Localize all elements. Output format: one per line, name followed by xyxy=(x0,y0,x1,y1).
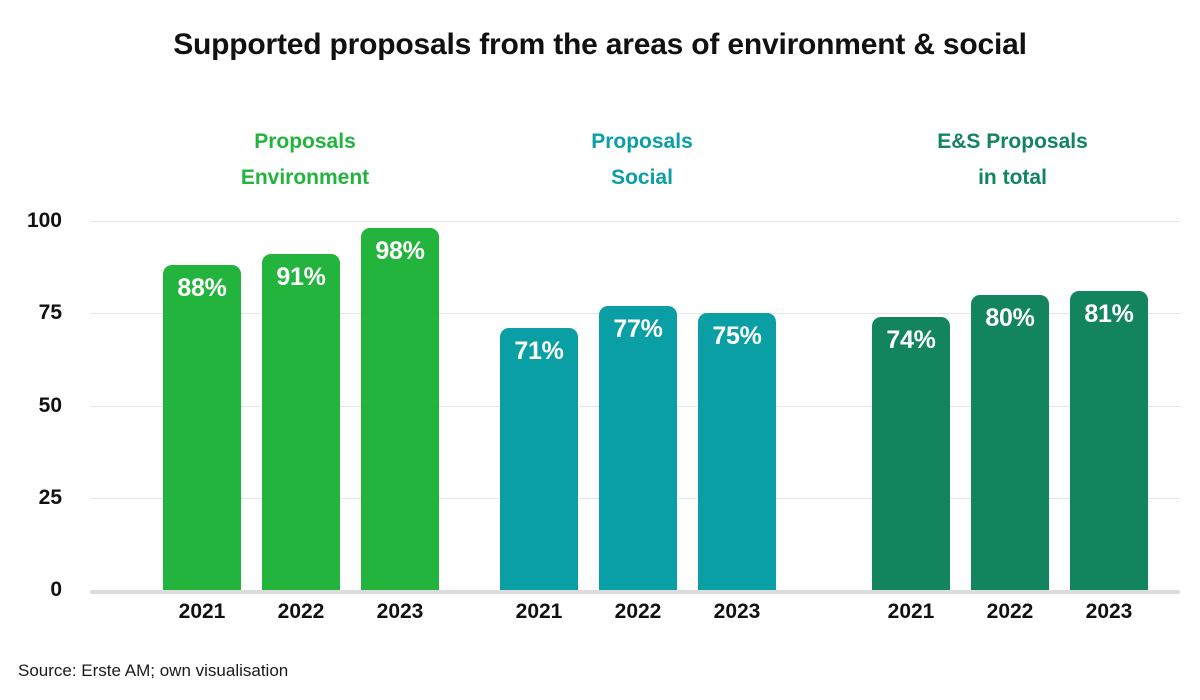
bar[interactable]: 77% xyxy=(599,305,677,590)
bar[interactable]: 81% xyxy=(1070,291,1148,590)
bar[interactable]: 88% xyxy=(163,265,241,590)
x-tick-label: 2021 xyxy=(887,600,935,623)
bar-value-label: 77% xyxy=(613,314,663,343)
group-header-environment: Proposals Environment xyxy=(240,130,370,190)
bar-value-label: 98% xyxy=(375,237,425,266)
bar[interactable]: 71% xyxy=(500,328,578,590)
x-tick-label: 2022 xyxy=(614,600,662,623)
source-note: Source: Erste AM; own visualisation xyxy=(18,661,289,680)
y-tick-label-50: 50 xyxy=(38,393,62,417)
group-header-social: Proposals Social xyxy=(591,130,693,190)
y-tick-label-100: 100 xyxy=(26,209,62,232)
bar-value-label: 91% xyxy=(276,263,326,292)
x-tick-label: 2021 xyxy=(178,600,226,623)
bar[interactable]: 75% xyxy=(698,313,776,590)
x-tick-label: 2023 xyxy=(376,600,424,623)
page-title: Supported proposals from the areas of en… xyxy=(173,28,1027,61)
bar[interactable]: 80% xyxy=(971,294,1049,590)
gridline-100 xyxy=(90,221,1180,222)
bar[interactable]: 74% xyxy=(872,316,950,590)
plot-area: 100 75 50 25 0 88% 91% 98% 71% 77% 75% 74% 80% 81% xyxy=(27,209,1180,601)
group-header-total: E&S Proposals in total xyxy=(937,130,1088,190)
bar-value-label: 80% xyxy=(985,303,1035,332)
bar-value-label: 81% xyxy=(1084,300,1134,329)
x-tick-label: 2021 xyxy=(515,600,563,623)
x-tick-label: 2023 xyxy=(1085,600,1133,623)
x-tick-label: 2023 xyxy=(713,600,761,623)
x-tick-label: 2022 xyxy=(277,600,325,623)
bar[interactable]: 91% xyxy=(262,254,340,590)
bar-value-label: 88% xyxy=(177,274,227,303)
bar[interactable]: 98% xyxy=(361,228,439,590)
bar-value-label: 74% xyxy=(886,325,936,354)
y-tick-label-0: 0 xyxy=(50,578,62,601)
y-tick-label-25: 25 xyxy=(38,485,62,509)
bar-value-label: 75% xyxy=(712,322,762,351)
gridline-0 xyxy=(90,590,1180,594)
bar-value-label: 71% xyxy=(514,337,564,366)
x-tick-label: 2022 xyxy=(986,600,1034,623)
y-tick-label-75: 75 xyxy=(38,301,62,325)
